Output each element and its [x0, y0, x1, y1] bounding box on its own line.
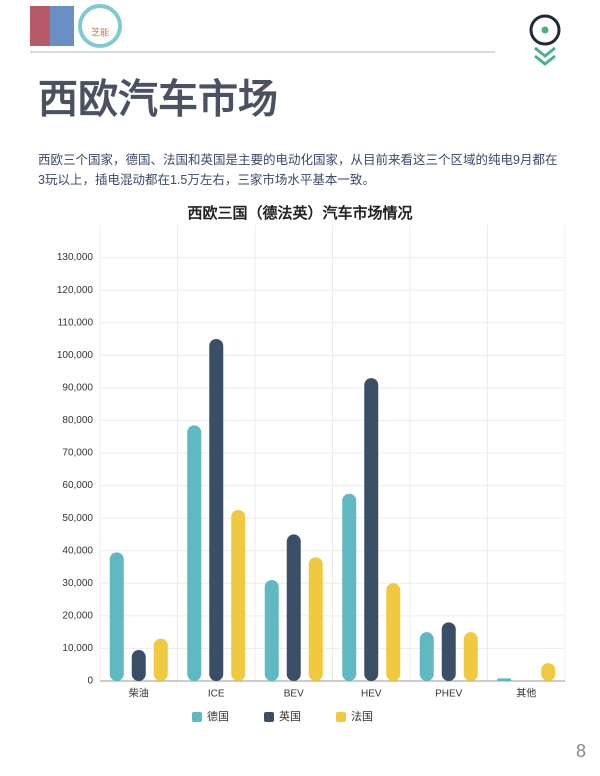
bar — [386, 583, 401, 681]
page-number: 8 — [576, 741, 586, 761]
y-tick-label: 130,000 — [57, 252, 94, 263]
bar — [497, 678, 512, 681]
bar — [541, 663, 556, 681]
y-tick-label: 100,000 — [57, 350, 94, 361]
legend-label: 英国 — [279, 709, 301, 723]
x-tick-label: 柴油 — [129, 687, 149, 700]
bar — [308, 557, 323, 681]
bar — [463, 632, 478, 681]
bar — [131, 650, 146, 681]
y-tick-label: 50,000 — [62, 513, 93, 524]
chart-title: 西欧三国（德法英）汽车市场情况 — [187, 204, 412, 222]
bar — [286, 534, 301, 681]
logo-image — [50, 6, 74, 46]
legend-label: 法国 — [351, 709, 373, 723]
bar — [153, 638, 168, 681]
bar — [419, 632, 434, 681]
y-tick-label: 110,000 — [58, 317, 94, 328]
bar — [441, 622, 456, 681]
legend-swatch — [264, 712, 274, 722]
x-tick-label: BEV — [284, 689, 304, 700]
bar — [187, 425, 202, 681]
icon — [534, 46, 556, 58]
icon — [534, 54, 556, 66]
page-title: 西欧汽车市场 — [38, 78, 278, 122]
chart: 0 10,000 20,000 30,000 40,000 50,000 60,000 70,… — [57, 225, 566, 723]
bar — [109, 552, 124, 681]
x-tick-label: ICE — [208, 689, 225, 700]
y-tick-label: 10,000 — [62, 643, 93, 654]
bar — [264, 580, 279, 681]
y-tick-label: 70,000 — [62, 448, 93, 459]
logo-text: 芝能 — [91, 26, 109, 37]
x-tick-label: PHEV — [435, 689, 463, 700]
icon — [541, 26, 549, 34]
y-tick-label: 120,000 — [57, 285, 94, 296]
x-tick-label: HEV — [361, 689, 382, 700]
y-tick-label: 40,000 — [62, 545, 93, 556]
y-tick-label: 20,000 — [62, 610, 93, 621]
legend-swatch — [192, 712, 202, 722]
bar — [364, 378, 379, 681]
bar — [209, 339, 224, 681]
bar — [342, 493, 357, 681]
legend-swatch — [336, 712, 346, 722]
logo-circle — [78, 4, 122, 48]
x-tick-label: 其他 — [516, 687, 536, 700]
y-tick-label: 80,000 — [62, 415, 93, 426]
y-tick-label: 30,000 — [62, 578, 93, 589]
paragraph: 西欧三个国家，德国、法国和英国是主要的电动化国家，从目前来看这三个区域的纯电9月… — [38, 153, 558, 187]
y-tick-label: 0 — [87, 676, 93, 687]
y-tick-label: 60,000 — [62, 480, 93, 491]
bar — [231, 510, 246, 681]
y-tick-label: 90,000 — [62, 382, 93, 393]
legend-label: 德国 — [207, 709, 229, 723]
